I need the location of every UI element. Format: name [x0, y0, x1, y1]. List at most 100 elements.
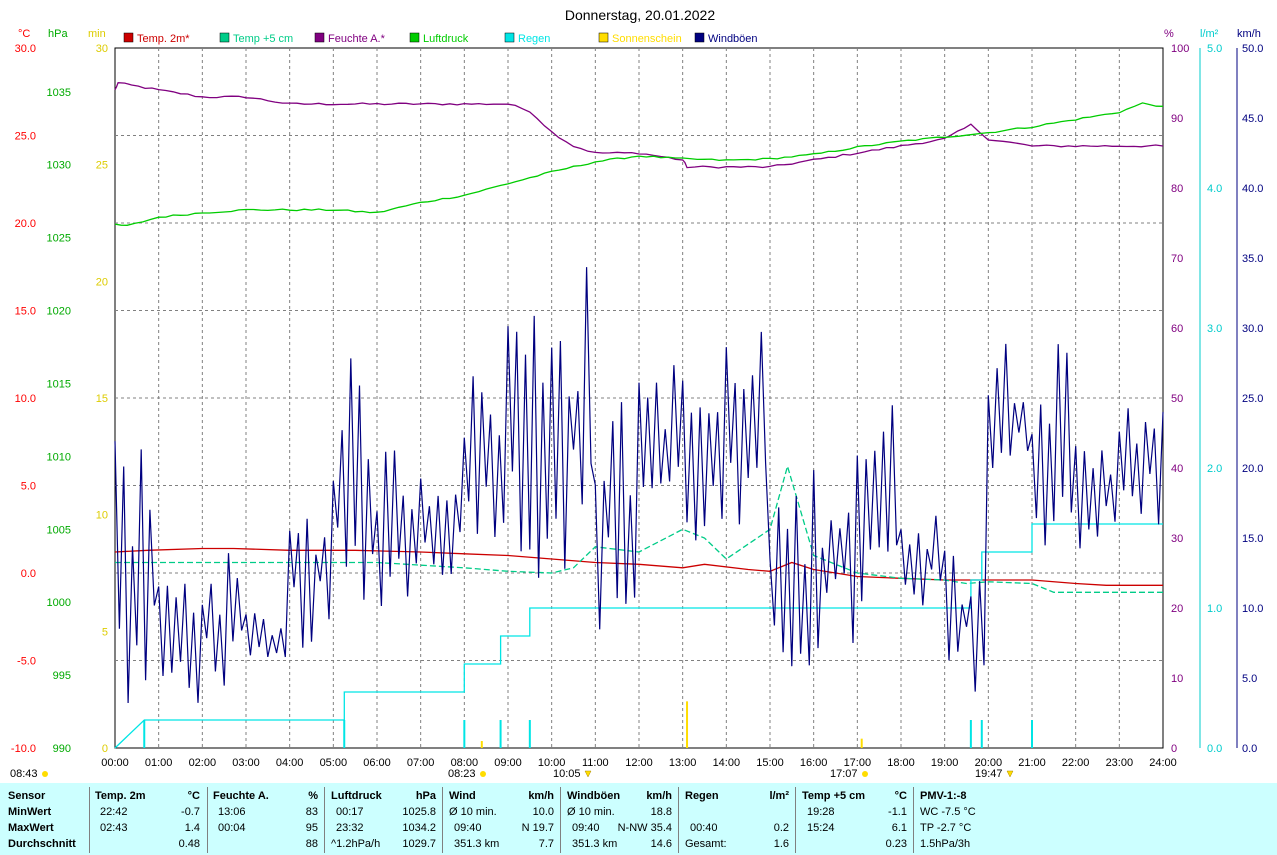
stats-t5-min-time: 19:28: [807, 806, 835, 818]
sun-tick-label: 0: [102, 743, 108, 755]
stats-rain-max-time: 00:40: [690, 822, 718, 834]
sun-icon: [480, 771, 486, 777]
wind-tick-label: 10.0: [1242, 603, 1263, 615]
stats-gust-min-label: Ø 10 min.: [567, 806, 615, 818]
legend: Temp. 2m* Temp +5 cm Feuchte A.* Luftdruck R…: [123, 32, 758, 45]
pressure-tick-label: 1025: [47, 233, 71, 245]
humidity-tick-label: 80: [1171, 183, 1183, 195]
stats-temp-min-time: 22:42: [100, 806, 128, 818]
stats-temp-avg-value: 0.48: [178, 838, 200, 850]
series-layer: [114, 82, 1164, 749]
pressure-tick-label: 1010: [47, 451, 71, 463]
humidity-tick-label: 0: [1171, 743, 1177, 755]
wind-tick-label: 0.0: [1242, 743, 1257, 755]
x-tick-label: 15:00: [756, 757, 784, 769]
stats-divider: [678, 787, 679, 853]
rain-unit: l/m²: [1200, 28, 1219, 40]
stats-gust-min-value: 18.8: [650, 806, 672, 818]
stats-rain-max-value: 0.2: [773, 822, 789, 834]
series-luftdruck-line: [114, 102, 1164, 226]
stats-rain-total-label: Gesamt:: [685, 838, 727, 850]
stats-divider: [560, 787, 561, 853]
x-tick-label: 07:00: [407, 757, 435, 769]
sun-tick-label: 20: [96, 276, 108, 288]
stats-rain-unit: l/m²: [769, 790, 789, 802]
stats-pressure-max-time: 23:32: [336, 822, 364, 834]
stats-pressure-header: Luftdruck: [331, 790, 382, 802]
sun-events: 08:43 08:23 10:05 17:07 19:47: [10, 768, 1014, 780]
x-tick-label: 21:00: [1018, 757, 1046, 769]
humidity-tick-label: 70: [1171, 253, 1183, 265]
stats-gust-max-value: N-NW 35.4: [617, 822, 672, 834]
stats-humidity-avg-value: 88: [305, 838, 318, 850]
stats-temp-header: Temp. 2m: [95, 790, 146, 802]
x-tick-label: 10:00: [538, 757, 566, 769]
legend-label: Luftdruck: [423, 33, 469, 45]
stats-wind-max-time: 09:40: [454, 822, 482, 834]
sun-unit: min: [88, 28, 106, 40]
temp-tick-label: 30.0: [15, 43, 36, 55]
stats-wind-min-label: Ø 10 min.: [449, 806, 497, 818]
x-tick-label: 16:00: [800, 757, 828, 769]
temp-tick-label: 15.0: [15, 306, 36, 318]
wind-unit: km/h: [1237, 28, 1261, 40]
stats-humidity-unit: %: [308, 790, 318, 802]
sun-tick-label: 15: [96, 393, 108, 405]
stats-temp-max-value: 1.4: [184, 822, 200, 834]
stats-humidity-max-value: 95: [305, 822, 318, 834]
x-tick-label: 04:00: [276, 757, 304, 769]
stats-humidity-header: Feuchte A.: [213, 790, 269, 802]
stats-gust-avg-value: 14.6: [650, 838, 672, 850]
stats-sensor-header: Sensor: [8, 790, 46, 802]
stats-pmv-header: PMV-1:-8: [920, 790, 967, 802]
stats-humidity-min-time: 13:06: [218, 806, 246, 818]
stats-divider: [442, 787, 443, 853]
legend-swatch: [219, 32, 230, 43]
pressure-tick-label: 1005: [47, 524, 71, 536]
weather-chart: Donnerstag, 20.01.2022 Temp. 2m* Temp +5 …: [10, 7, 1264, 780]
stats-t5-unit: °C: [894, 790, 907, 802]
wind-tick-label: 35.0: [1242, 253, 1263, 265]
stats-t5-min-value: -1.1: [888, 806, 907, 818]
stats-pressure-avg-value: 1029.7: [402, 838, 436, 850]
stats-divider: [795, 787, 796, 853]
wind-tick-label: 25.0: [1242, 393, 1263, 405]
x-tick-label: 00:00: [101, 757, 129, 769]
x-tick-label: 20:00: [975, 757, 1003, 769]
legend-swatch: [314, 32, 325, 43]
wind-tick-label: 45.0: [1242, 113, 1263, 125]
x-tick-label: 18:00: [887, 757, 915, 769]
x-tick-label: 03:00: [232, 757, 260, 769]
humidity-tick-label: 10: [1171, 673, 1183, 685]
stats-divider: [913, 787, 914, 853]
x-tick-label: 23:00: [1106, 757, 1134, 769]
series-regen-line: [114, 523, 1163, 749]
wind-tick-label: 15.0: [1242, 533, 1263, 545]
stats-t5-avg-value: 0.23: [885, 838, 907, 850]
series-temp-5-cm-line: [115, 463, 1163, 593]
humidity-tick-label: 90: [1171, 113, 1183, 125]
stats-humidity-min-value: 83: [305, 806, 318, 818]
rain-tick-label: 5.0: [1207, 43, 1222, 55]
moon-icon: [1006, 770, 1014, 778]
stats-wind-header: Wind: [449, 790, 476, 802]
stats-pressure-min-value: 1025.8: [402, 806, 436, 818]
legend-label: Temp +5 cm: [233, 33, 293, 45]
x-tick-label: 22:00: [1062, 757, 1090, 769]
stats-divider: [324, 787, 325, 853]
temp-tick-label: 25.0: [15, 131, 36, 143]
legend-label: Sonnenschein: [612, 33, 682, 45]
stats-row-label: MaxWert: [8, 822, 54, 834]
pressure-tick-label: 1000: [47, 597, 71, 609]
stats-t5-max-time: 15:24: [807, 822, 835, 834]
axes: 30.0 25.0 20.0 15.0 10.0 5.0 0.0 -5.0 -10.0 1035 1…: [11, 43, 1264, 769]
wind-tick-label: 5.0: [1242, 673, 1257, 685]
temp-tick-label: 20.0: [15, 218, 36, 230]
stats-temp-min-value: -0.7: [181, 806, 200, 818]
stats-pressure-max-value: 1034.2: [402, 822, 436, 834]
humidity-unit: %: [1164, 28, 1174, 40]
humidity-tick-label: 30: [1171, 533, 1183, 545]
stats-temp-max-time: 02:43: [100, 822, 128, 834]
stats-row-label: MinWert: [8, 806, 52, 818]
x-tick-label: 01:00: [145, 757, 173, 769]
